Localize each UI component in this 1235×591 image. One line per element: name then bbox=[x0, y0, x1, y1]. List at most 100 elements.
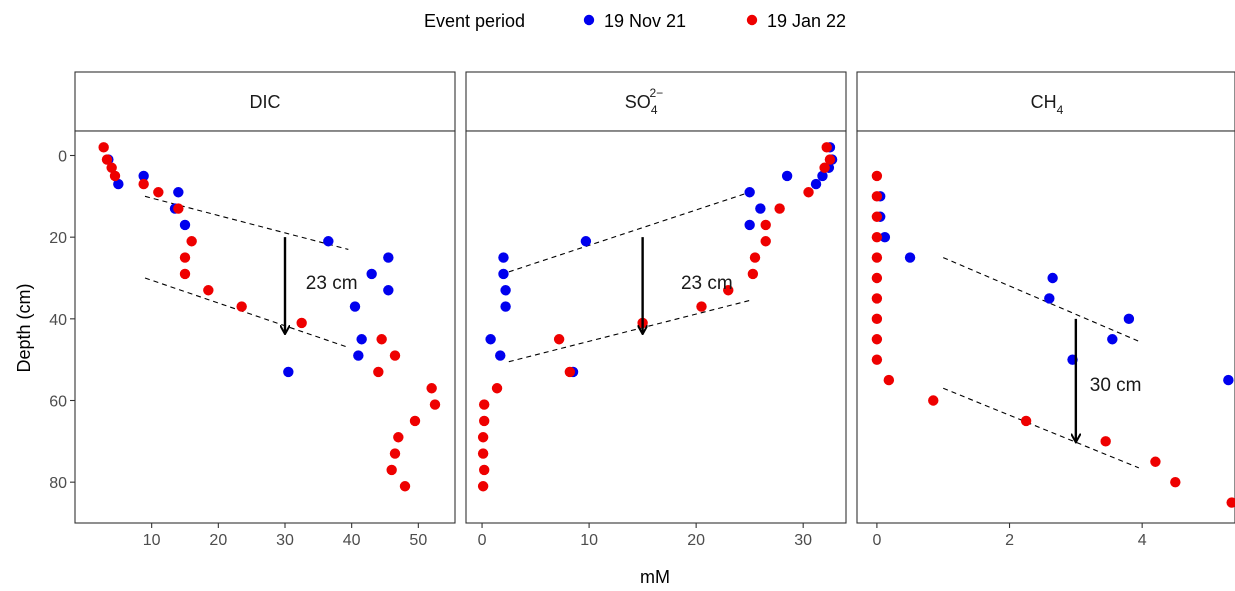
data-point bbox=[353, 350, 364, 361]
data-point bbox=[1100, 436, 1111, 447]
data-point bbox=[744, 187, 755, 198]
y-tick-label: 40 bbox=[49, 312, 67, 329]
y-tick-label: 80 bbox=[49, 475, 67, 492]
x-tick-label: 20 bbox=[209, 532, 227, 549]
data-point bbox=[173, 203, 184, 214]
data-point bbox=[871, 211, 883, 222]
data-point bbox=[819, 162, 830, 173]
data-point bbox=[760, 236, 771, 247]
data-point bbox=[186, 236, 197, 247]
data-point bbox=[478, 464, 490, 476]
data-point bbox=[376, 334, 387, 345]
data-point bbox=[883, 374, 895, 386]
data-point bbox=[383, 252, 394, 263]
x-axis-title: mM bbox=[640, 567, 670, 587]
data-point bbox=[500, 301, 511, 312]
data-point bbox=[871, 231, 883, 243]
data-point bbox=[138, 178, 149, 190]
data-point bbox=[1020, 415, 1032, 427]
data-point bbox=[821, 142, 832, 153]
data-point bbox=[349, 301, 361, 312]
data-point bbox=[1150, 456, 1161, 467]
data-point bbox=[498, 252, 509, 263]
data-point bbox=[580, 236, 592, 247]
data-point bbox=[113, 178, 124, 190]
x-tick-label: 10 bbox=[143, 532, 161, 549]
data-point bbox=[389, 448, 401, 459]
data-point bbox=[1170, 476, 1181, 488]
data-point bbox=[1044, 293, 1055, 304]
data-point bbox=[871, 191, 883, 202]
data-point bbox=[101, 154, 113, 165]
x-tick-label: 10 bbox=[580, 532, 598, 549]
data-point bbox=[744, 219, 755, 231]
y-axis-title: Depth (cm) bbox=[14, 283, 34, 372]
data-point bbox=[98, 142, 109, 153]
legend-title: Event period bbox=[424, 11, 525, 31]
data-point bbox=[495, 350, 506, 361]
data-point bbox=[399, 481, 411, 492]
data-point bbox=[1223, 374, 1234, 386]
data-point bbox=[760, 219, 771, 231]
legend: Event period 19 Nov 21 19 Jan 22 bbox=[424, 11, 846, 31]
data-point bbox=[179, 219, 191, 231]
data-point bbox=[478, 415, 490, 427]
offset-annotation: 30 cm bbox=[1090, 375, 1142, 396]
data-point bbox=[1123, 313, 1135, 325]
data-point bbox=[366, 268, 377, 280]
data-point bbox=[373, 366, 384, 378]
data-point bbox=[429, 399, 441, 410]
data-point bbox=[283, 366, 294, 378]
trend-line bbox=[508, 191, 750, 273]
data-point bbox=[803, 187, 814, 198]
y-tick-label: 0 bbox=[58, 149, 67, 166]
x-tick-label: 40 bbox=[343, 532, 361, 549]
x-tick-label: 0 bbox=[872, 532, 881, 549]
data-point bbox=[755, 203, 766, 214]
data-point bbox=[500, 285, 511, 296]
data-point bbox=[696, 301, 707, 312]
data-point bbox=[383, 285, 394, 296]
x-tick-label: 4 bbox=[1138, 532, 1147, 549]
x-tick-label: 50 bbox=[409, 532, 427, 549]
data-point bbox=[109, 170, 121, 182]
data-point bbox=[871, 334, 883, 345]
data-point bbox=[477, 481, 489, 492]
data-point bbox=[774, 203, 785, 214]
data-point bbox=[871, 313, 883, 325]
strip-label-dic: DIC bbox=[250, 92, 281, 112]
data-point bbox=[485, 334, 496, 345]
data-point bbox=[426, 383, 437, 394]
data-point bbox=[478, 399, 490, 410]
data-point bbox=[928, 395, 939, 406]
strip-methane bbox=[856, 71, 1235, 132]
data-point bbox=[106, 162, 117, 173]
data-point bbox=[747, 268, 759, 280]
data-point bbox=[781, 170, 793, 182]
data-point bbox=[871, 293, 883, 304]
x-tick-label: 2 bbox=[1005, 532, 1014, 549]
y-tick-label: 20 bbox=[49, 230, 67, 247]
strip-label-sulfate: SO42− bbox=[625, 86, 663, 117]
trend-line bbox=[144, 195, 349, 250]
legend-marker-nov bbox=[583, 14, 595, 26]
data-point bbox=[477, 432, 489, 443]
data-point bbox=[1047, 272, 1058, 284]
legend-marker-jan bbox=[746, 14, 758, 26]
panel-methane: CH4 0 2 4 30 cm bbox=[856, 71, 1235, 549]
data-point bbox=[409, 415, 421, 427]
panel-dic: DIC 10 20 30 40 50 23 cm bbox=[74, 71, 456, 549]
plot-area-dic bbox=[74, 130, 456, 524]
data-point bbox=[723, 285, 734, 296]
data-point bbox=[389, 350, 401, 361]
offset-annotation: 23 cm bbox=[681, 273, 733, 294]
legend-label-jan: 19 Jan 22 bbox=[767, 11, 846, 31]
data-point bbox=[296, 317, 307, 329]
data-point bbox=[817, 170, 828, 182]
data-point bbox=[810, 178, 822, 190]
data-point bbox=[904, 252, 916, 263]
x-tick-label: 20 bbox=[687, 532, 705, 549]
data-point bbox=[138, 170, 149, 182]
y-axis: Depth (cm) 0 20 40 60 80 bbox=[14, 149, 75, 492]
